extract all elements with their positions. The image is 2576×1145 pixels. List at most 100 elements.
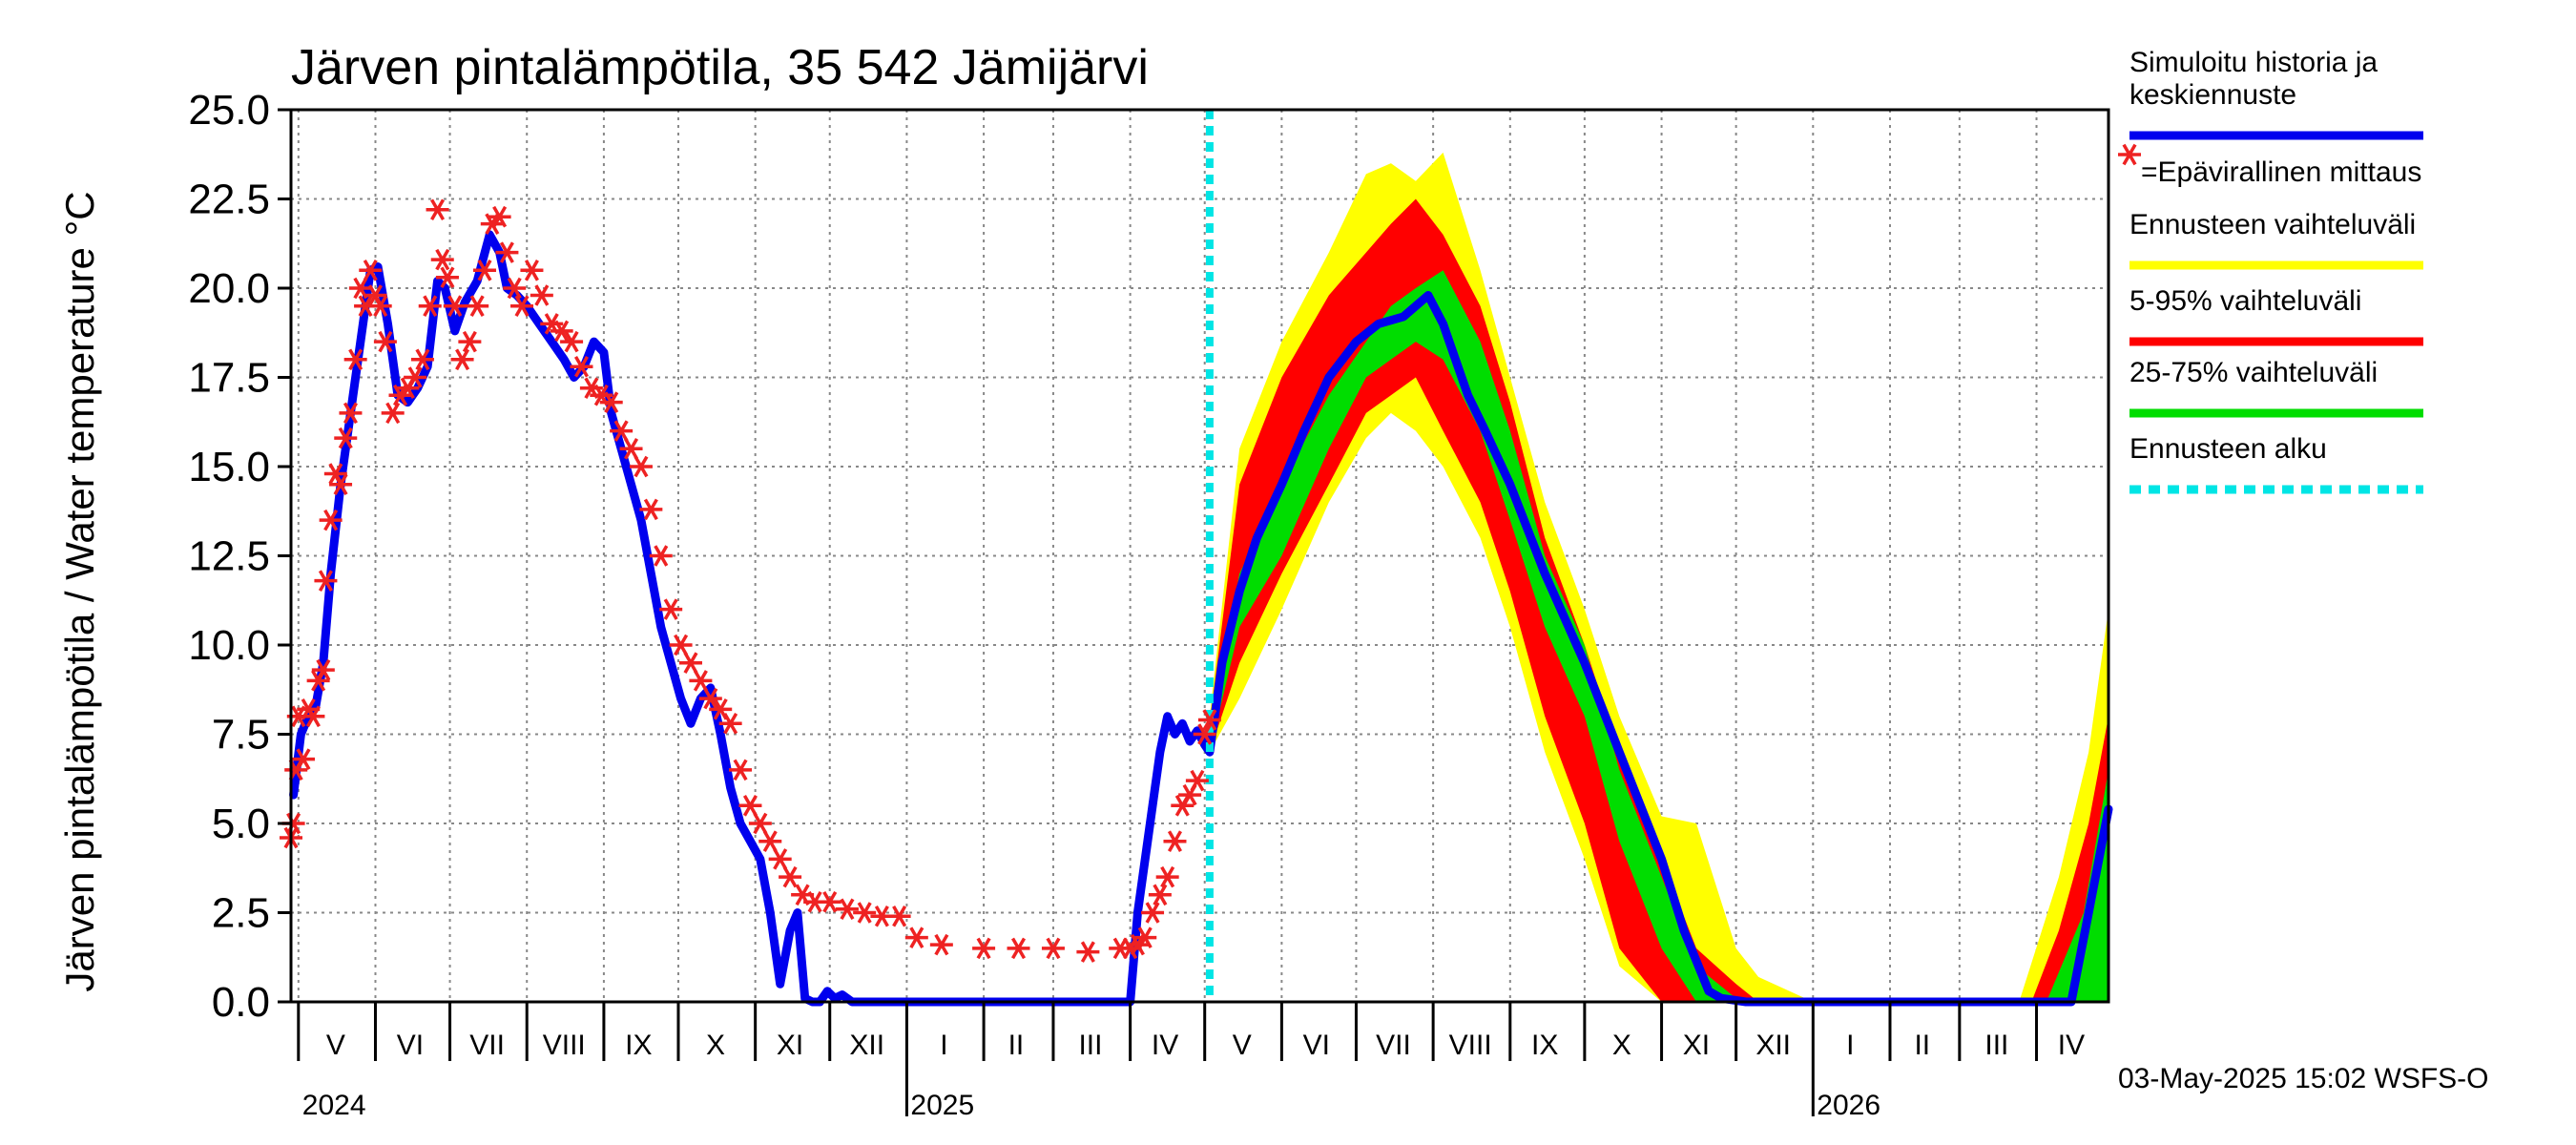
measurement-point (1041, 937, 1065, 960)
measurement-point (426, 198, 449, 220)
measurement-point (329, 473, 353, 495)
measurement-point (570, 356, 593, 378)
measurement-point (495, 241, 519, 263)
measurement-point (610, 420, 634, 442)
axes: 0.0 2.5 5.0 7.5 10.0 12.5 15.0 17.5 20.0 22.5 25.0… (188, 87, 2110, 1121)
month-label: V (1233, 1030, 1252, 1061)
band-ff0000 (1209, 198, 2109, 1002)
y-tick-label: 5.0 (212, 801, 270, 847)
chart-title: Järven pintalämpötila, 35 542 Jämijärvi (291, 40, 1149, 95)
measurement-point (292, 748, 316, 770)
measurement-point (718, 713, 742, 735)
month-label: XI (1683, 1030, 1710, 1061)
measurement-point (450, 348, 474, 371)
legend-label: Simuloitu historia ja (2129, 47, 2378, 78)
legend-label: =Epävirallinen mittaus (2141, 156, 2421, 188)
measurement-point (649, 545, 673, 567)
measurement-point (1197, 709, 1221, 731)
measurement-point (669, 634, 693, 656)
measurement-point (472, 260, 496, 281)
month-label: VII (469, 1030, 505, 1061)
measurement-point (368, 295, 392, 317)
measurement-point (619, 438, 643, 460)
month-label: II (1914, 1030, 1930, 1061)
month-label: IV (1152, 1030, 1178, 1061)
y-tick-label: 17.5 (188, 355, 270, 402)
month-label: VI (397, 1030, 424, 1061)
measurement-point (1141, 902, 1165, 924)
month-label: III (1078, 1030, 1102, 1061)
legend-marker (2118, 143, 2141, 166)
measurement-point (1007, 937, 1030, 960)
month-label: VIII (543, 1030, 586, 1061)
measurement-point (779, 865, 802, 888)
measurement-point (678, 652, 702, 674)
measurement-point (530, 284, 553, 306)
measurement-point (729, 759, 753, 781)
timestamp-footer: 03-May-2025 15:02 WSFS-O (2118, 1063, 2489, 1094)
measurement-point (853, 902, 877, 924)
month-label: XII (849, 1030, 884, 1061)
measurement-point (748, 812, 772, 835)
month-label: VI (1303, 1030, 1330, 1061)
measurement-point (339, 402, 363, 425)
measurement-point (410, 348, 434, 371)
legend-label: keskiennuste (2129, 79, 2296, 111)
y-tick-label: 20.0 (188, 265, 270, 312)
year-label: 2025 (910, 1090, 974, 1121)
legend-label: Ennusteen vaihteluväli (2129, 209, 2416, 240)
month-label: V (326, 1030, 345, 1061)
measurement-point (689, 670, 713, 692)
measurement-point (738, 795, 762, 817)
measurement-point (435, 266, 459, 289)
measurement-point (659, 598, 683, 620)
y-tick-label: 22.5 (188, 177, 270, 223)
measurement-point (458, 330, 482, 353)
month-label: IV (2058, 1030, 2085, 1061)
legend-label: 5-95% vaihteluväli (2129, 285, 2361, 317)
measurement-point (1155, 865, 1179, 888)
measurement-point (550, 320, 573, 343)
plot-frame (289, 108, 2110, 1004)
measurement-point (929, 933, 953, 956)
forecast-bands (1209, 152, 2109, 1002)
measurement-point (520, 260, 544, 281)
measurement-point (466, 295, 489, 317)
measurement-point (510, 295, 534, 317)
y-axis-label: Järven pintalämpötila / Water temperatur… (57, 191, 102, 991)
month-label: X (1612, 1030, 1631, 1061)
measurement-point (488, 205, 511, 228)
y-tick-label: 7.5 (212, 712, 270, 759)
measurement-point (972, 937, 996, 960)
measurement-point (334, 427, 358, 449)
measurement-point (639, 498, 663, 521)
measurement-point (629, 455, 653, 478)
measurement-point (343, 348, 367, 371)
measurement-point (443, 295, 467, 317)
y-tick-label: 12.5 (188, 533, 270, 580)
measurement-point (373, 330, 397, 353)
measurement-point (1133, 926, 1157, 948)
y-tick-label: 0.0 (212, 979, 270, 1026)
month-label: III (1984, 1030, 2008, 1061)
month-label: XI (777, 1030, 803, 1061)
measurement-point (404, 366, 427, 388)
month-label: VII (1376, 1030, 1411, 1061)
measurement-point (359, 260, 383, 281)
measurement-point (758, 830, 782, 852)
measurement-point (1148, 884, 1172, 906)
month-label: II (1008, 1030, 1025, 1061)
measurement-point (1163, 830, 1187, 852)
measurement-point (319, 509, 343, 531)
month-label: IX (1531, 1030, 1558, 1061)
y-tick-label: 2.5 (212, 890, 270, 937)
measurement-point (311, 658, 335, 681)
month-label: I (1846, 1030, 1854, 1061)
measurement-point (1193, 723, 1216, 745)
month-label: X (706, 1030, 725, 1061)
legend-label: Ennusteen alku (2129, 433, 2327, 465)
legend-label: 25-75% vaihteluväli (2129, 357, 2378, 388)
year-label: 2026 (1817, 1090, 1880, 1121)
measurement-point (1185, 769, 1209, 792)
